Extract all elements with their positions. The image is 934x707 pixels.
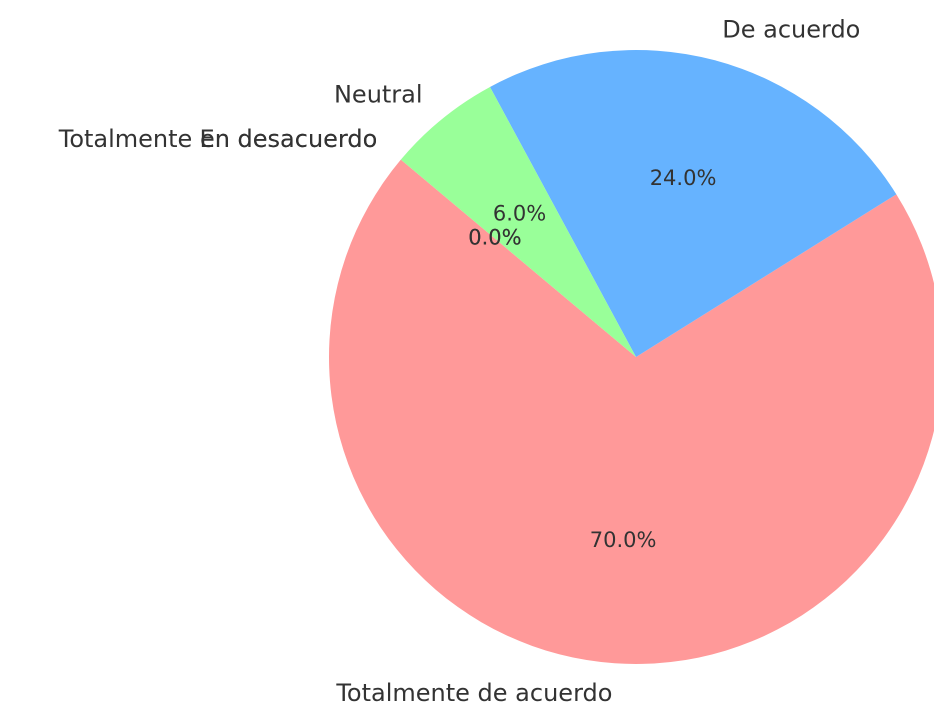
percent-label: 0.0%: [468, 226, 521, 250]
slice-label: Totalmente en desacuerdo: [58, 125, 378, 153]
pie-slice: [400, 86, 636, 358]
slice-label: Totalmente de acuerdo: [335, 679, 612, 707]
percent-label: 24.0%: [650, 166, 717, 190]
pie-slice: [489, 49, 897, 357]
pie-slice: [329, 159, 934, 664]
percent-label: 70.0%: [590, 528, 657, 552]
slice-label: En desacuerdo: [200, 125, 378, 153]
slice-label: De acuerdo: [722, 16, 860, 44]
slice-label: Neutral: [334, 80, 423, 108]
percent-label: 6.0%: [493, 201, 546, 225]
percent-label: 0.0%: [468, 226, 521, 250]
pie-slice: [400, 159, 636, 357]
